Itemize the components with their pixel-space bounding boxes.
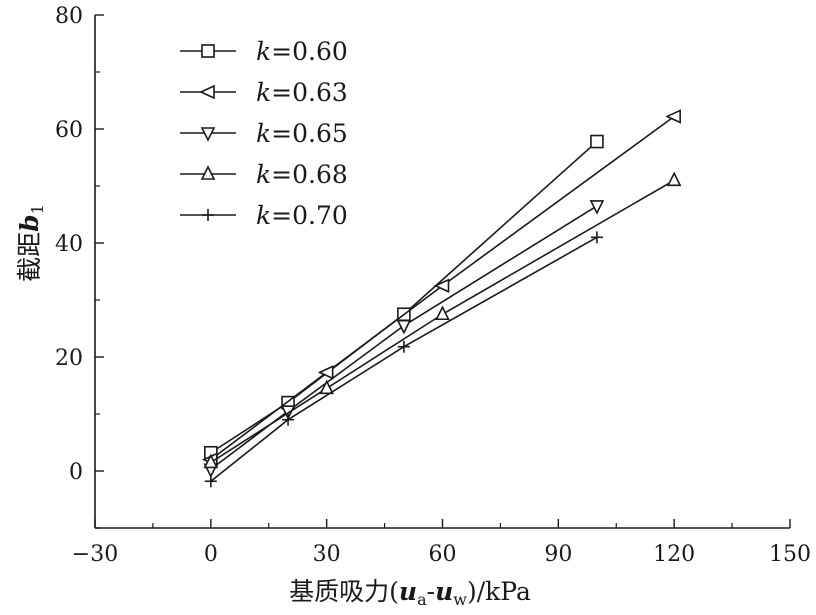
- y-tick-label: 80: [55, 4, 83, 29]
- data-point-triangle-up: [203, 453, 219, 469]
- legend-entry: k=0.70: [180, 201, 348, 230]
- data-point-triangle-left: [433, 278, 450, 294]
- legend-label-value: =0.70: [271, 201, 348, 230]
- series-line: [210, 236, 598, 482]
- legend-label: k=0.70: [256, 201, 348, 230]
- y-axis-ticks: 0 20 40 60 80: [55, 4, 104, 529]
- x-tick-label: 30: [313, 542, 341, 567]
- legend-label-var: k: [256, 78, 271, 107]
- marker-triangle-left: [199, 84, 215, 100]
- x-tick-label: −30: [72, 542, 118, 567]
- y-axis-title: 截距b1: [15, 204, 47, 282]
- legend-label-var: k: [256, 119, 271, 148]
- series-5: [204, 231, 603, 488]
- x-tick-label: 90: [544, 542, 572, 567]
- legend: k=0.60k=0.63k=0.65k=0.68k=0.70: [180, 37, 348, 230]
- series-4: [203, 171, 682, 469]
- y-tick-label: 40: [55, 232, 83, 257]
- x-tick-label: 60: [429, 542, 457, 567]
- marker-triangle-up: [200, 165, 216, 180]
- data-point-triangle-up: [666, 171, 682, 187]
- legend-label-value: =0.65: [271, 119, 348, 148]
- data-point-triangle-down: [396, 319, 412, 335]
- legend-entry: k=0.60: [180, 37, 348, 66]
- data-point-plus: [590, 231, 603, 244]
- legend-entry: k=0.63: [180, 78, 348, 107]
- data-point-triangle-left: [665, 109, 681, 124]
- data-point-plus: [282, 413, 295, 426]
- series-layer: [201, 109, 682, 488]
- legend-label: k=0.68: [256, 160, 348, 189]
- x-axis-title-suffix: )/kPa: [467, 577, 531, 606]
- y-tick-label: 20: [55, 346, 83, 371]
- series-line: [210, 179, 675, 464]
- legend-label-var: k: [256, 37, 271, 66]
- legend-entry: k=0.65: [180, 119, 348, 148]
- data-point-plus: [397, 340, 410, 353]
- legend-label-value: =0.63: [271, 78, 348, 107]
- legend-label-value: =0.68: [271, 160, 348, 189]
- legend-label-var: k: [256, 160, 271, 189]
- marker-triangle-down: [200, 127, 216, 142]
- y-tick-label: 60: [55, 118, 83, 143]
- x-axis-title-sub-1: a: [417, 590, 427, 609]
- legend-label-value: =0.60: [271, 37, 348, 66]
- legend-label: k=0.60: [256, 37, 348, 66]
- y-axis-title-prefix: 截距: [15, 232, 44, 282]
- legend-label-var: k: [256, 201, 271, 230]
- data-point-triangle-up: [319, 379, 334, 395]
- marker-plus: [202, 209, 214, 221]
- x-axis-title-prefix: 基质吸力(: [289, 577, 399, 606]
- x-axis-title-sub-2: w: [453, 590, 467, 609]
- x-tick-label: 0: [204, 542, 218, 567]
- x-axis-title-var-1: u: [399, 577, 417, 606]
- y-axis-title-var: b: [15, 214, 44, 231]
- data-point-plus: [204, 475, 217, 488]
- y-axis-title-sub: 1: [28, 204, 47, 214]
- legend-label: k=0.63: [256, 78, 348, 107]
- x-axis-title-dash: -: [427, 577, 435, 606]
- y-tick-label: 0: [69, 460, 83, 485]
- x-tick-label: 120: [653, 542, 695, 567]
- series-line: [210, 205, 598, 470]
- data-point-triangle-down: [589, 200, 605, 215]
- x-tick-label: 150: [769, 542, 811, 567]
- legend-entry: k=0.68: [180, 160, 348, 189]
- legend-label: k=0.65: [256, 119, 348, 148]
- data-point-triangle-left: [317, 365, 334, 380]
- series-line: [210, 115, 675, 461]
- x-axis-title: 基质吸力(ua-uw)/kPa: [289, 577, 531, 609]
- data-point-triangle-up: [435, 305, 450, 321]
- x-axis-title-var-2: u: [435, 577, 453, 606]
- data-point-square: [590, 134, 604, 149]
- marker-square: [201, 44, 215, 58]
- x-axis-ticks: −30 0 30 60 90 120 150: [72, 519, 811, 567]
